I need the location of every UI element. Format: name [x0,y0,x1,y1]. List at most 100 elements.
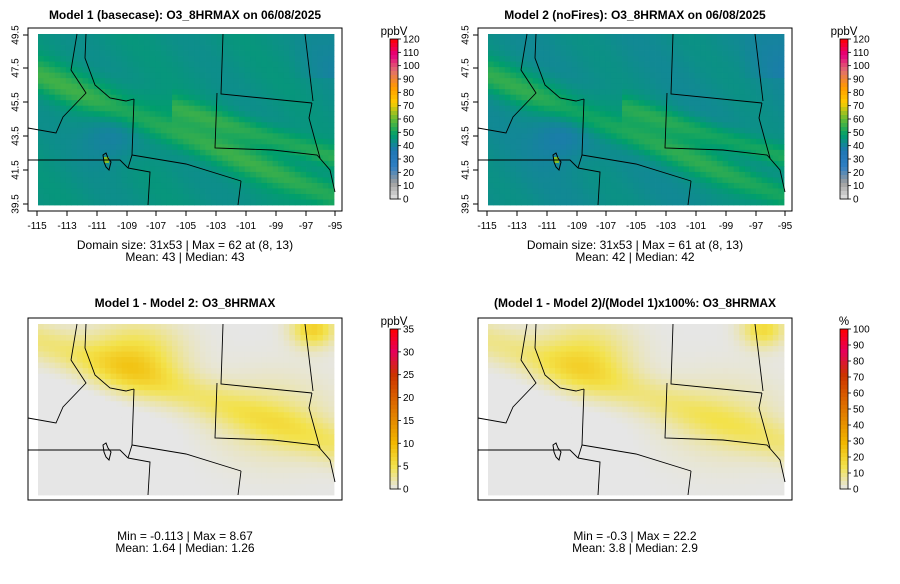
heatmap-cell [549,100,555,106]
heatmap-cell [494,95,500,101]
heatmap-cell [328,423,334,429]
heatmap-cell [161,161,167,167]
heatmap-cell [505,45,511,51]
heatmap-cell [38,407,44,413]
heatmap-cell [127,462,133,468]
heatmap-cell [211,368,217,374]
heatmap-cell [745,166,751,172]
heatmap-cell [717,56,723,62]
heatmap-cell [561,40,567,46]
heatmap-cell [611,56,617,62]
heatmap-cell [561,177,567,183]
heatmap-cell [284,341,290,347]
heatmap-cell [178,199,184,205]
heatmap-cell [561,84,567,90]
heatmap-cell [99,429,105,435]
heatmap-cell [273,117,279,123]
heatmap-cell [589,139,595,145]
heatmap-cell [256,396,262,402]
heatmap-cell [183,346,189,352]
heatmap-cell [278,45,284,51]
heatmap-cell [133,183,139,189]
heatmap-cell [323,89,329,95]
heatmap-cell [217,40,223,46]
heatmap-cell [494,194,500,200]
heatmap-cell [278,183,284,189]
heatmap-cell [83,111,89,117]
heatmap-cell [611,73,617,79]
heatmap-cell [127,106,133,112]
heatmap-cell [44,73,50,79]
heatmap-cell [683,40,689,46]
heatmap-cell [111,199,117,205]
heatmap-cell [278,341,284,347]
heatmap-cell [767,56,773,62]
heatmap-cell [661,199,667,205]
heatmap-cell [49,429,55,435]
heatmap-cell [510,139,516,145]
heatmap-cell [633,45,639,51]
heatmap-cell [44,467,50,473]
heatmap-cell [695,78,701,84]
heatmap-cell [133,194,139,200]
heatmap-cell [494,100,500,106]
heatmap-cell [194,183,200,189]
heatmap-cell [94,467,100,473]
heatmap-cell [577,183,583,189]
heatmap-cell [200,352,206,358]
heatmap-cell [94,117,100,123]
heatmap-cell [49,95,55,101]
heatmap-cell [639,194,645,200]
heatmap-cell [122,451,128,457]
heatmap-cell [745,106,751,112]
heatmap-cell [99,194,105,200]
heatmap-cell [161,396,167,402]
heatmap-cell [633,84,639,90]
heatmap-cell [144,144,150,150]
heatmap-cell [706,106,712,112]
heatmap-cell [60,100,66,106]
heatmap-cell [44,51,50,57]
heatmap-cell [144,401,150,407]
heatmap-cell [616,155,622,161]
colorbar-tick-label: 40 [403,141,415,152]
heatmap-cell [49,451,55,457]
heatmap-cell [256,111,262,117]
heatmap-cell [44,374,50,380]
heatmap-cell [300,106,306,112]
heatmap-cell [261,341,267,347]
heatmap-cell [150,429,156,435]
heatmap-cell [544,100,550,106]
heatmap-cell [116,199,122,205]
heatmap-cell [233,451,239,457]
heatmap-cell [616,139,622,145]
heatmap-cell [689,89,695,95]
heatmap-cell [689,133,695,139]
x-tick-label: -103 [656,221,676,232]
heatmap-cell [328,45,334,51]
heatmap-cell [284,429,290,435]
heatmap-cell [150,363,156,369]
heatmap-cell [289,352,295,358]
heatmap-cell [189,462,195,468]
heatmap-cell [172,56,178,62]
heatmap-cell [116,335,122,341]
heatmap-cell [60,150,66,156]
heatmap-cell [488,56,494,62]
heatmap-cell [55,429,61,435]
heatmap-cell [683,166,689,172]
colorbar-swatch [390,71,398,76]
heatmap-cell [77,199,83,205]
heatmap-cell [683,172,689,178]
heatmap-cell [278,451,284,457]
heatmap-cell [116,357,122,363]
heatmap-cell [38,100,44,106]
heatmap-cell [105,128,111,134]
heatmap-cell [516,194,522,200]
heatmap-cell [306,385,312,391]
heatmap-cell [66,401,72,407]
heatmap-cell [245,172,251,178]
heatmap-cell [561,161,567,167]
heatmap-cell [245,451,251,457]
heatmap-cell [756,172,762,178]
